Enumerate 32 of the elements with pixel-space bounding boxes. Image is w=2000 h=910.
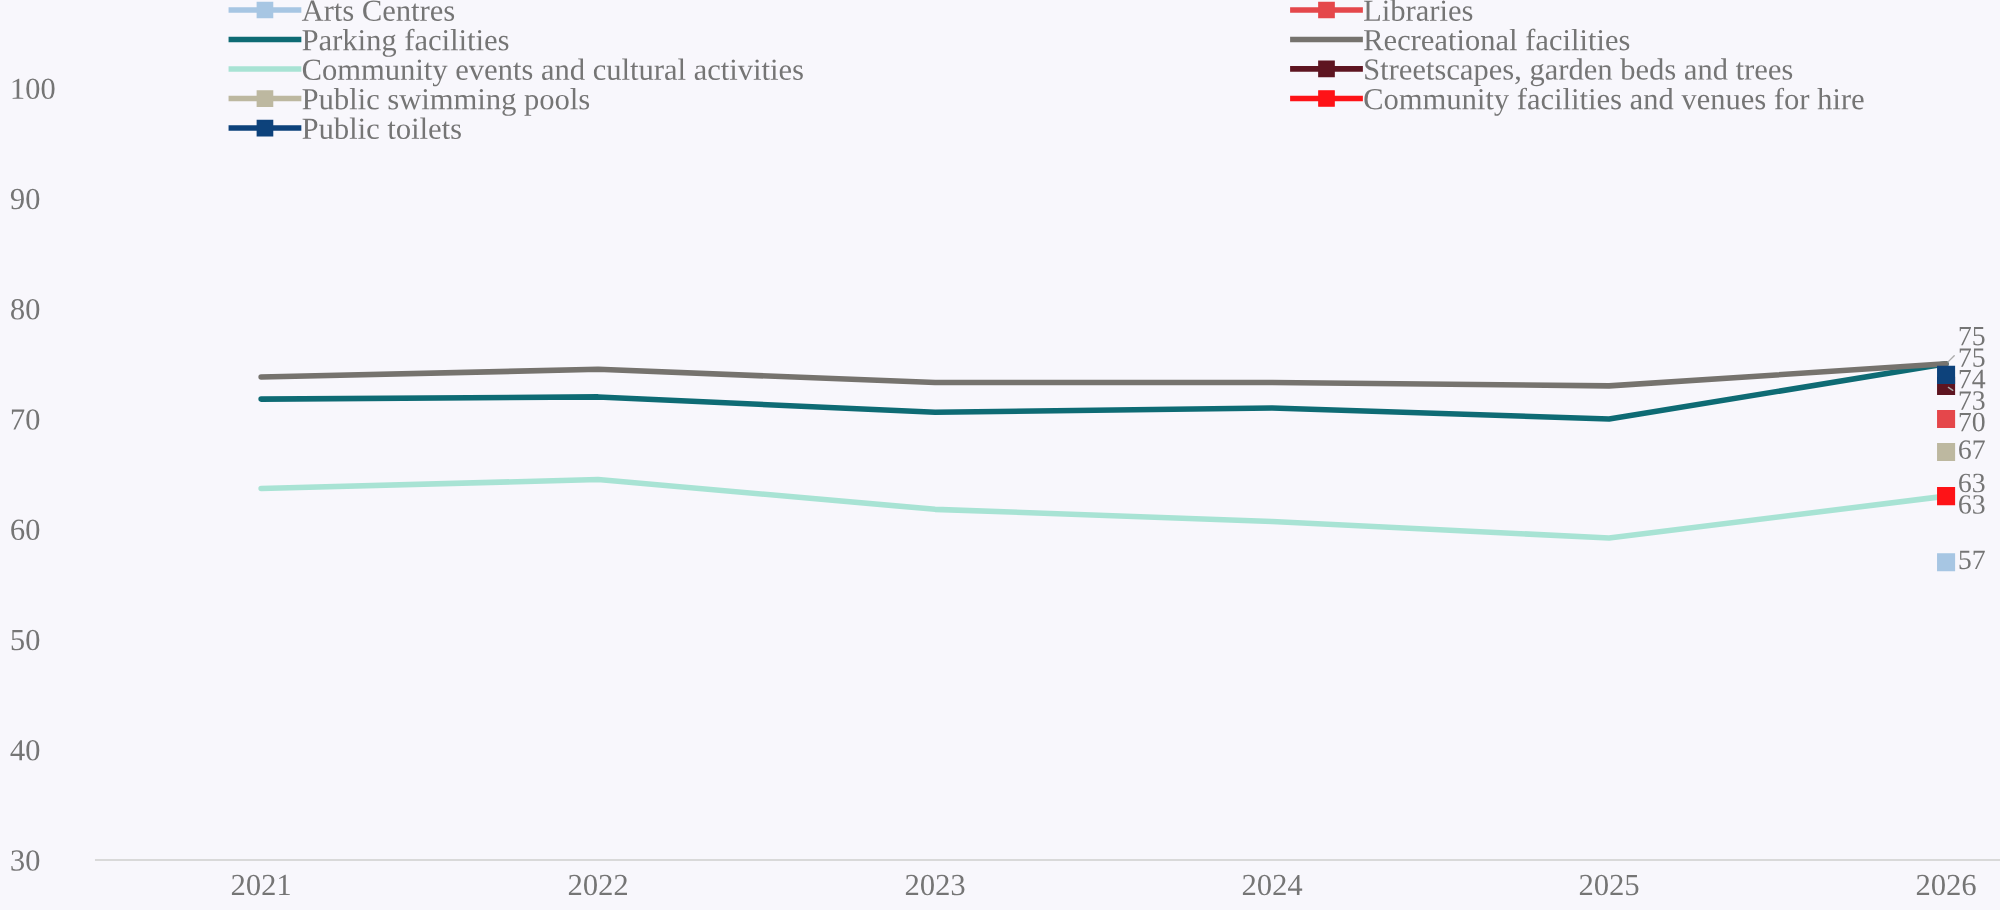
data-label: 75	[1959, 326, 1985, 346]
legend-label: Arts Centres	[301, 0, 455, 22]
legend-label: Community events and cultural activities	[302, 58, 803, 87]
y-tick-label: 90	[10, 188, 40, 210]
y-tick-label: 30	[11, 850, 40, 871]
x-tick-label: 2022	[568, 874, 627, 896]
legend-label: Public toilets	[302, 117, 461, 140]
data-label: 73	[1959, 391, 1985, 410]
legend-label: Libraries	[1364, 0, 1473, 22]
data-label: 70	[1959, 412, 1985, 432]
legend-label: Public swimming pools	[302, 88, 590, 116]
legend-label: Streetscapes, garden beds and trees	[1365, 58, 1793, 87]
y-tick-label: 50	[11, 629, 40, 651]
data-label: 75	[1959, 348, 1985, 367]
legend-label: Community facilities and venues for hire	[1364, 87, 1864, 116]
data-label: 74	[1959, 369, 1986, 389]
x-tick-label: 2026	[1916, 874, 1976, 896]
data-label: 67	[1959, 440, 1985, 459]
data-label: 57	[1959, 550, 1985, 570]
x-tick-label: 2023	[905, 874, 965, 896]
x-tick-label: 2025	[1579, 874, 1639, 896]
data-label: 63	[1959, 495, 1985, 514]
y-tick-label: 100	[12, 78, 55, 100]
x-tick-label: 2024	[1242, 874, 1303, 896]
data-label: 63	[1959, 473, 1985, 493]
legend-label: Recreational facilities	[1364, 28, 1630, 51]
y-tick-label: 40	[10, 739, 40, 761]
y-tick-label: 70	[11, 409, 40, 430]
legend-label: Parking facilities	[302, 28, 509, 57]
x-tick-label: 2021	[231, 874, 290, 896]
y-tick-label: 60	[11, 519, 40, 541]
y-tick-label: 80	[11, 298, 40, 320]
